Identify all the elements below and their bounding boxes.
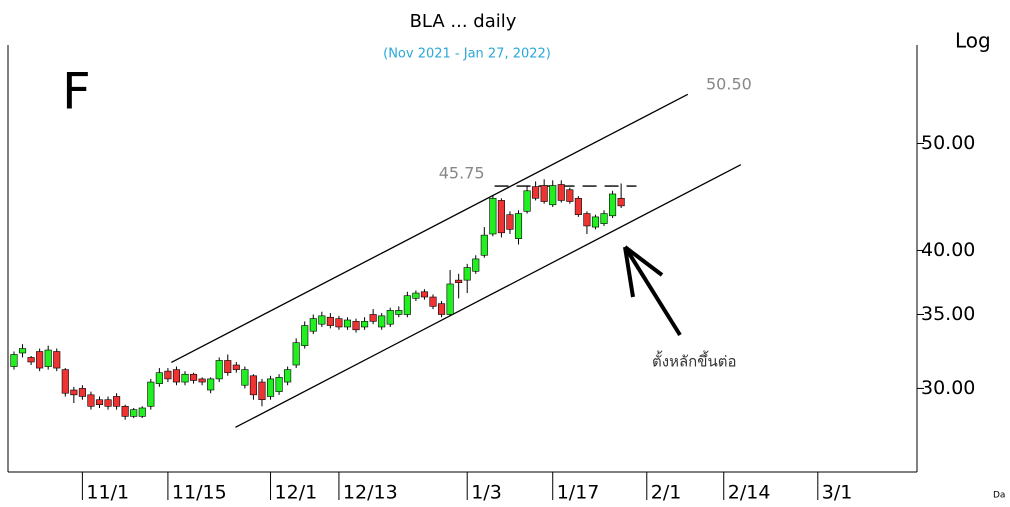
candle-body	[497, 200, 505, 234]
x-tick-label: 2/14	[728, 482, 771, 504]
corner-text: Da	[993, 491, 1005, 501]
x-tick-label: 11/15	[172, 482, 227, 504]
candle-body	[574, 197, 582, 215]
annotation: 50.50	[706, 75, 752, 94]
chart-title: BLA ... daily	[410, 11, 517, 32]
candle-body	[506, 214, 514, 230]
candle-body	[549, 185, 557, 206]
candle-body	[61, 369, 69, 394]
candle-body	[591, 216, 600, 228]
candle-body	[420, 291, 428, 298]
candle-body	[609, 193, 617, 217]
candle-body	[275, 377, 283, 392]
candle-body	[566, 189, 574, 202]
trend-line	[235, 164, 742, 428]
candle-body	[463, 267, 471, 281]
scale-label: Log	[955, 29, 991, 53]
candle-body	[557, 184, 565, 201]
x-tick-label: 12/13	[343, 482, 398, 504]
trend-line	[171, 93, 689, 364]
x-tick-label: 11/1	[86, 482, 129, 504]
candle-body	[181, 373, 189, 383]
y-tick-label: 30.00	[921, 377, 975, 399]
candle-body	[326, 316, 334, 326]
annotation: ตั้งหลักขึ้นต่อ	[652, 351, 737, 371]
candle-body	[249, 375, 257, 396]
candle-body	[215, 360, 223, 380]
candle-body	[113, 396, 121, 407]
candle-body	[395, 310, 403, 315]
candle-body	[95, 399, 104, 405]
candle-body	[532, 186, 540, 199]
panel-letter: F	[62, 63, 91, 121]
candle-body	[472, 258, 480, 272]
candle-body	[335, 318, 343, 328]
y-tick-label: 35.00	[921, 303, 975, 325]
candle-body	[617, 197, 625, 207]
x-tick-label: 1/3	[471, 482, 502, 504]
candle-body	[292, 342, 300, 366]
candle-body	[309, 318, 317, 332]
candle-body	[446, 283, 454, 315]
candle-body	[412, 292, 420, 299]
candle-body	[87, 394, 95, 407]
y-tick-label: 50.00	[921, 132, 975, 154]
candle-body	[318, 315, 326, 325]
candle-body	[403, 295, 411, 315]
candle-body	[78, 388, 86, 397]
candle-body	[437, 303, 446, 315]
candle-body	[378, 315, 386, 328]
candle-body	[429, 296, 437, 307]
candle-body	[386, 310, 394, 325]
candle-body	[343, 319, 352, 328]
candle-body	[147, 381, 155, 407]
candle-body	[489, 197, 497, 235]
x-tick-label: 2/1	[651, 482, 682, 504]
x-tick-label: 12/1	[275, 482, 318, 504]
candle-body	[36, 351, 44, 369]
candle-body	[10, 354, 18, 367]
candle-body	[155, 372, 163, 384]
candle-body	[266, 378, 275, 397]
candle-body	[164, 370, 172, 380]
candle-body	[361, 321, 369, 328]
candle-body	[301, 325, 309, 346]
candle-body	[455, 279, 463, 283]
candle-body	[258, 381, 266, 401]
x-tick-label: 1/17	[557, 482, 600, 504]
chart-subtitle: (Nov 2021 - Jan 27, 2022)	[383, 47, 551, 62]
candle-body	[138, 407, 146, 417]
candle-body	[70, 389, 78, 396]
y-tick-label: 40.00	[921, 239, 975, 261]
arrow	[623, 245, 682, 337]
candle-body	[241, 369, 249, 386]
candle-body	[600, 213, 608, 224]
candle-body	[583, 213, 591, 227]
candle-body	[284, 369, 292, 383]
candle-body	[130, 409, 138, 417]
candle-body	[207, 378, 215, 391]
candle-body	[190, 373, 198, 381]
candle-body	[232, 364, 240, 370]
candle-body	[18, 348, 27, 354]
candle-body	[121, 406, 129, 417]
candle-body	[224, 360, 232, 373]
candle-body	[53, 351, 61, 369]
candle-body	[44, 349, 52, 367]
candle-body	[352, 321, 360, 331]
candle-body	[540, 185, 548, 202]
candle-body	[480, 234, 488, 256]
candle-body	[514, 213, 523, 239]
candle-body	[27, 357, 35, 363]
candle-body	[172, 369, 181, 383]
candle-body	[369, 314, 377, 322]
candle-body	[104, 399, 112, 407]
candle-body	[523, 190, 531, 212]
candle-body	[198, 378, 206, 383]
line-label: 45.75	[439, 164, 485, 183]
x-tick-label: 3/1	[822, 482, 853, 504]
